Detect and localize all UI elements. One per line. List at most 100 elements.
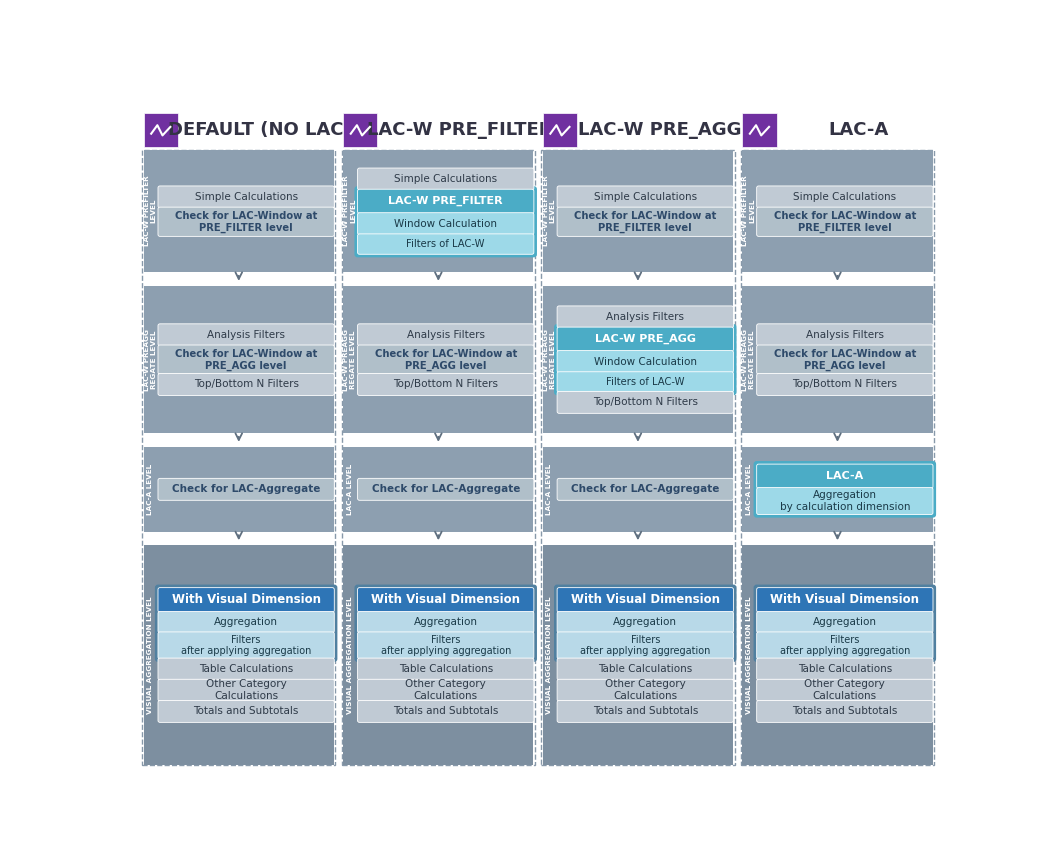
FancyBboxPatch shape	[754, 461, 937, 518]
Bar	[144, 546, 334, 765]
Text: Other Category
Calculations: Other Category Calculations	[605, 680, 686, 701]
Text: Totals and Subtotals: Totals and Subtotals	[393, 707, 499, 716]
Bar	[543, 447, 733, 532]
FancyBboxPatch shape	[757, 701, 933, 722]
FancyBboxPatch shape	[558, 478, 733, 501]
FancyBboxPatch shape	[358, 345, 533, 374]
FancyBboxPatch shape	[757, 632, 933, 659]
Text: Check for LAC-Aggregate: Check for LAC-Aggregate	[172, 484, 320, 494]
FancyBboxPatch shape	[558, 658, 733, 680]
Text: VISUAL AGGREGATION LEVEL: VISUAL AGGREGATION LEVEL	[546, 597, 552, 714]
Text: Top/Bottom N Filters: Top/Bottom N Filters	[793, 379, 898, 390]
FancyBboxPatch shape	[358, 324, 533, 346]
Text: LAC-W PRE_AGG: LAC-W PRE_AGG	[594, 334, 696, 345]
FancyBboxPatch shape	[158, 701, 334, 722]
Text: Analysis Filters: Analysis Filters	[406, 330, 485, 339]
Text: Check for LAC-Aggregate: Check for LAC-Aggregate	[372, 484, 520, 494]
FancyBboxPatch shape	[757, 345, 933, 374]
Text: With Visual Dimension: With Visual Dimension	[372, 593, 520, 606]
Text: LAC-W PRE_AGG: LAC-W PRE_AGG	[578, 121, 741, 139]
Bar	[144, 150, 334, 272]
Text: Aggregation: Aggregation	[214, 617, 278, 627]
FancyBboxPatch shape	[358, 611, 533, 633]
Text: Table Calculations: Table Calculations	[798, 664, 891, 674]
Text: Analysis Filters: Analysis Filters	[805, 330, 884, 339]
Bar	[142, 150, 335, 765]
Text: Analysis Filters: Analysis Filters	[606, 312, 685, 322]
FancyBboxPatch shape	[554, 585, 736, 662]
Bar	[541, 150, 735, 765]
FancyBboxPatch shape	[757, 373, 933, 396]
FancyBboxPatch shape	[754, 585, 937, 662]
Text: Aggregation: Aggregation	[813, 617, 877, 627]
FancyBboxPatch shape	[757, 186, 933, 208]
FancyBboxPatch shape	[158, 658, 334, 680]
Text: Totals and Subtotals: Totals and Subtotals	[592, 707, 698, 716]
FancyBboxPatch shape	[158, 345, 334, 374]
Bar	[742, 447, 932, 532]
Text: Table Calculations: Table Calculations	[200, 664, 293, 674]
Text: DEFAULT (NO LAC): DEFAULT (NO LAC)	[168, 121, 352, 139]
FancyBboxPatch shape	[358, 373, 533, 396]
Text: Check for LAC-Aggregate: Check for LAC-Aggregate	[571, 484, 719, 494]
Text: LAC-W PREFILTER
LEVEL: LAC-W PREFILTER LEVEL	[144, 176, 156, 247]
Text: LAC-A LEVEL: LAC-A LEVEL	[147, 464, 153, 515]
Text: Aggregation
by calculation dimension: Aggregation by calculation dimension	[779, 490, 910, 512]
FancyBboxPatch shape	[358, 701, 533, 722]
FancyBboxPatch shape	[358, 588, 533, 612]
Text: Window Calculation: Window Calculation	[394, 219, 498, 229]
Text: LAC-W PREFILTER
LEVEL: LAC-W PREFILTER LEVEL	[742, 176, 755, 247]
Text: Check for LAC-Window at
PRE_FILTER level: Check for LAC-Window at PRE_FILTER level	[574, 210, 716, 233]
Text: LAC-A LEVEL: LAC-A LEVEL	[746, 464, 752, 515]
FancyBboxPatch shape	[355, 585, 537, 662]
Bar	[543, 286, 733, 433]
Text: LAC-W PRE_FILTER: LAC-W PRE_FILTER	[388, 197, 503, 206]
Text: Top/Bottom N Filters: Top/Bottom N Filters	[193, 379, 298, 390]
FancyBboxPatch shape	[158, 588, 334, 612]
FancyBboxPatch shape	[158, 207, 334, 236]
Text: LAC-A: LAC-A	[828, 121, 889, 139]
Bar	[343, 447, 533, 532]
FancyBboxPatch shape	[757, 488, 933, 514]
Text: Table Calculations: Table Calculations	[598, 664, 692, 674]
Text: Check for LAC-Window at
PRE_FILTER level: Check for LAC-Window at PRE_FILTER level	[175, 210, 317, 233]
FancyBboxPatch shape	[355, 186, 537, 257]
Bar	[742, 286, 932, 433]
FancyBboxPatch shape	[757, 658, 933, 680]
FancyBboxPatch shape	[358, 679, 533, 701]
Text: Top/Bottom N Filters: Top/Bottom N Filters	[393, 379, 498, 390]
Text: Other Category
Calculations: Other Category Calculations	[804, 680, 885, 701]
FancyBboxPatch shape	[558, 351, 733, 372]
FancyBboxPatch shape	[757, 679, 933, 701]
Text: VISUAL AGGREGATION LEVEL: VISUAL AGGREGATION LEVEL	[346, 597, 353, 714]
Text: Totals and Subtotals: Totals and Subtotals	[792, 707, 898, 716]
Bar	[543, 150, 733, 272]
Text: Top/Bottom N Filters: Top/Bottom N Filters	[593, 397, 698, 407]
FancyBboxPatch shape	[155, 585, 337, 662]
Text: Check for LAC-Window at
PRE_AGG level: Check for LAC-Window at PRE_AGG level	[175, 349, 317, 371]
FancyBboxPatch shape	[158, 373, 334, 396]
FancyBboxPatch shape	[358, 168, 533, 190]
Bar	[343, 286, 533, 433]
Text: With Visual Dimension: With Visual Dimension	[571, 593, 719, 606]
Text: Simple Calculations: Simple Calculations	[394, 174, 498, 184]
Bar	[343, 546, 533, 765]
Text: Filters
after applying aggregation: Filters after applying aggregation	[580, 635, 711, 656]
Text: Table Calculations: Table Calculations	[399, 664, 492, 674]
Text: Filters
after applying aggregation: Filters after applying aggregation	[780, 635, 910, 656]
FancyBboxPatch shape	[554, 324, 736, 395]
Text: VISUAL AGGREGATION LEVEL: VISUAL AGGREGATION LEVEL	[147, 597, 153, 714]
Bar	[742, 113, 777, 147]
Text: Window Calculation: Window Calculation	[593, 357, 697, 366]
FancyBboxPatch shape	[158, 324, 334, 346]
Text: Aggregation: Aggregation	[613, 617, 677, 627]
Bar	[741, 150, 934, 765]
FancyBboxPatch shape	[358, 189, 533, 214]
FancyBboxPatch shape	[558, 372, 733, 392]
Text: Analysis Filters: Analysis Filters	[207, 330, 286, 339]
FancyBboxPatch shape	[558, 391, 733, 413]
Bar	[144, 286, 334, 433]
Text: LAC-A LEVEL: LAC-A LEVEL	[346, 464, 353, 515]
Text: Other Category
Calculations: Other Category Calculations	[405, 680, 486, 701]
Text: Check for LAC-Window at
PRE_AGG level: Check for LAC-Window at PRE_AGG level	[774, 349, 916, 371]
